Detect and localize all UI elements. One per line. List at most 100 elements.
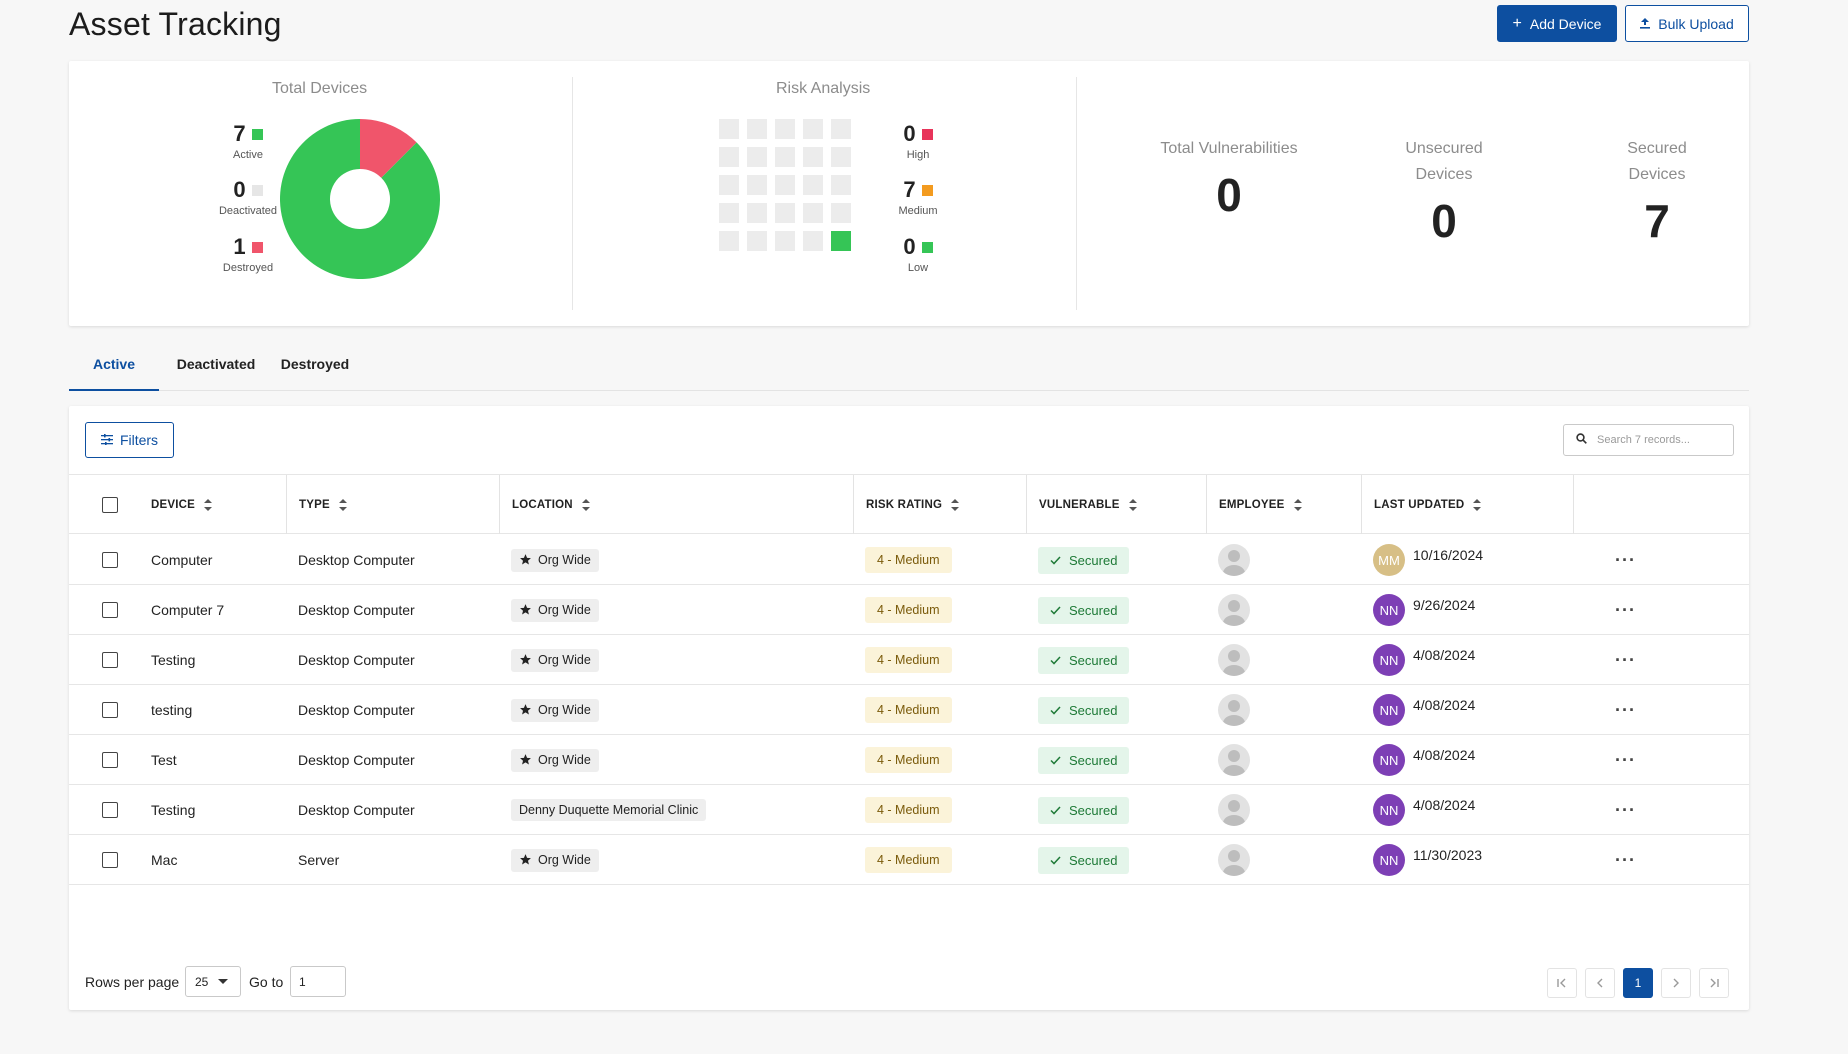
tab-destroyed[interactable]: Destroyed <box>280 356 350 372</box>
row-checkbox[interactable] <box>102 802 118 818</box>
tab-deactivated[interactable]: Deactivated <box>176 356 256 372</box>
more-options-icon[interactable]: ··· <box>1615 799 1636 820</box>
page-1-button[interactable]: 1 <box>1623 968 1653 998</box>
bulk-upload-button[interactable]: Bulk Upload <box>1625 5 1749 42</box>
location-chip: Org Wide <box>511 598 599 622</box>
risk-cell <box>803 147 823 167</box>
table-row[interactable]: Testing Desktop Computer Denny Duquette Me… <box>69 785 1749 835</box>
location-cell: Org Wide <box>511 835 599 885</box>
location-cell: Org Wide <box>511 535 599 585</box>
location-cell: Denny Duquette Memorial Clinic <box>511 785 707 835</box>
table-row[interactable]: Computer 7 Desktop Computer Org Wide 4 - Me… <box>69 585 1749 635</box>
first-page-button[interactable] <box>1547 968 1577 998</box>
row-checkbox[interactable] <box>102 652 118 668</box>
bulk-upload-label: Bulk Upload <box>1658 15 1734 32</box>
last-updated-date: 4/08/2024 <box>1413 747 1476 763</box>
rows-per-page-label: Rows per page <box>85 974 180 990</box>
last-page-icon <box>1710 978 1719 988</box>
last-page-button[interactable] <box>1699 968 1729 998</box>
vulnerable-cell: Secured <box>1038 585 1130 635</box>
row-checkbox[interactable] <box>102 602 118 618</box>
unsecured-devices-label: Unsecured Devices <box>1405 140 1483 183</box>
col-risk-rating[interactable]: RISK RATING <box>853 475 960 534</box>
select-all-checkbox[interactable] <box>102 497 118 513</box>
more-options-icon[interactable]: ··· <box>1615 699 1636 720</box>
employee-avatar[interactable] <box>1218 694 1250 726</box>
unsecured-devices-stat: Unsecured Devices 0 <box>1394 136 1494 248</box>
table-header: DEVICE TYPE LOCATION RISK RATING VULNERA… <box>69 474 1749 534</box>
secured-devices-value: 7 <box>1644 195 1670 247</box>
filters-label: Filters <box>119 432 159 448</box>
prev-page-button[interactable] <box>1585 968 1615 998</box>
col-location[interactable]: LOCATION <box>499 475 590 534</box>
secured-badge: Secured <box>1038 696 1130 724</box>
legend-active: 7 Active <box>208 121 288 161</box>
col-type[interactable]: TYPE <box>286 475 347 534</box>
updater-avatar: MM <box>1373 544 1405 576</box>
device-type: Desktop Computer <box>298 702 415 718</box>
sort-icon <box>1128 498 1137 511</box>
search-box[interactable] <box>1563 424 1734 456</box>
employee-avatar[interactable] <box>1218 844 1250 876</box>
updater-avatar: NN <box>1373 744 1405 776</box>
table-row[interactable]: Mac Server Org Wide 4 - Medium Secured NN 11/3… <box>69 835 1749 885</box>
more-options-icon[interactable]: ··· <box>1615 599 1636 620</box>
employee-avatar[interactable] <box>1218 794 1250 826</box>
last-updated-cell: NN 4/08/2024 <box>1373 735 1475 785</box>
table-row[interactable]: testing Desktop Computer Org Wide 4 - Mediu… <box>69 685 1749 735</box>
stats-divider-2 <box>1076 77 1077 310</box>
first-page-icon <box>1557 978 1566 988</box>
legend-destroyed-label: Destroyed <box>222 262 274 274</box>
risk-cell <box>719 175 739 195</box>
row-checkbox[interactable] <box>102 752 118 768</box>
more-options-icon[interactable]: ··· <box>1615 749 1636 770</box>
more-options-icon[interactable]: ··· <box>1615 549 1636 570</box>
legend-high-swatch <box>921 128 933 140</box>
last-updated-cell: NN 4/08/2024 <box>1373 685 1475 735</box>
go-to-label: Go to <box>249 974 284 990</box>
risk-analysis-title: Risk Analysis <box>776 80 871 97</box>
updater-avatar: NN <box>1373 594 1405 626</box>
vulnerable-cell: Secured <box>1038 635 1130 685</box>
table-row[interactable]: Test Desktop Computer Org Wide 4 - Medium Se… <box>69 735 1749 785</box>
table-row[interactable]: Testing Desktop Computer Org Wide 4 - Mediu… <box>69 635 1749 685</box>
row-checkbox[interactable] <box>102 852 118 868</box>
col-employee[interactable]: EMPLOYEE <box>1206 475 1302 534</box>
last-updated-cell: MM 10/16/2024 <box>1373 535 1483 585</box>
device-name: Computer 7 <box>151 602 225 618</box>
unsecured-devices-value: 0 <box>1431 195 1457 247</box>
risk-rating-badge: 4 - Medium <box>865 697 952 723</box>
more-options-icon[interactable]: ··· <box>1615 849 1636 870</box>
col-last-updated[interactable]: LAST UPDATED <box>1361 475 1482 534</box>
employee-avatar[interactable] <box>1218 744 1250 776</box>
row-checkbox[interactable] <box>102 702 118 718</box>
row-checkbox[interactable] <box>102 552 118 568</box>
col-actions <box>1573 475 1586 534</box>
secured-badge: Secured <box>1038 846 1130 874</box>
employee-avatar[interactable] <box>1218 594 1250 626</box>
location-chip: Org Wide <box>511 648 599 672</box>
employee-avatar[interactable] <box>1218 644 1250 676</box>
location-label: Org Wide <box>538 653 591 667</box>
next-page-button[interactable] <box>1661 968 1691 998</box>
more-options-icon[interactable]: ··· <box>1615 649 1636 670</box>
location-cell: Org Wide <box>511 685 599 735</box>
add-device-button[interactable]: + Add Device <box>1497 5 1617 42</box>
table-row[interactable]: Computer Desktop Computer Org Wide 4 - Medi… <box>69 535 1749 585</box>
filters-button[interactable]: Filters <box>85 422 174 458</box>
risk-cell <box>747 203 767 223</box>
chevron-right-icon <box>1673 978 1679 988</box>
search-icon <box>1576 431 1587 449</box>
sort-icon <box>1293 498 1302 511</box>
employee-cell <box>1218 835 1250 885</box>
search-input[interactable] <box>1597 434 1717 446</box>
risk-cell <box>775 175 795 195</box>
device-type: Server <box>298 852 340 868</box>
employee-avatar[interactable] <box>1218 544 1250 576</box>
tab-active[interactable]: Active <box>69 343 159 391</box>
col-device[interactable]: DEVICE <box>139 475 213 534</box>
rows-per-page-select[interactable]: 25 <box>185 966 241 997</box>
go-to-page-input[interactable] <box>290 966 346 997</box>
col-vulnerable[interactable]: VULNERABLE <box>1026 475 1137 534</box>
secured-badge: Secured <box>1038 596 1130 624</box>
